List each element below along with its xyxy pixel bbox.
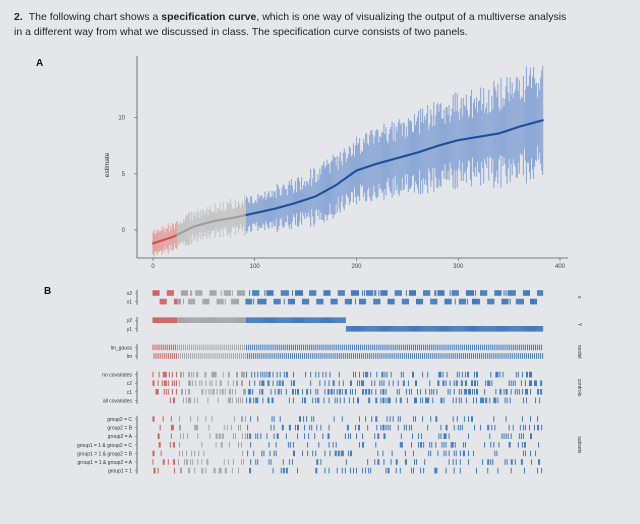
facet-label-subsets: subsets xyxy=(576,436,582,454)
row-label: lm_gauss xyxy=(111,345,133,351)
row-label: group1 = 1 & group2 = B xyxy=(77,451,132,457)
question-number: 2. xyxy=(14,11,23,23)
estimate-point xyxy=(541,119,544,122)
row-label: c2 xyxy=(127,381,133,387)
question-text-after: , which is one way of visualizing the ou… xyxy=(14,11,567,38)
facet-label-controls: controls xyxy=(576,379,582,397)
row-label: group2 = B xyxy=(107,426,132,432)
y-tick-label: 10 xyxy=(118,116,125,122)
x-tick-label: 200 xyxy=(351,264,362,270)
row-label: y1 xyxy=(127,327,133,333)
question-text-before: The following chart shows a xyxy=(28,11,162,23)
row-label: group2 = A xyxy=(108,434,133,440)
row-label: group1 = 1 xyxy=(108,469,132,475)
question-bold-term: specification curve xyxy=(161,11,257,23)
row-label: group2 = C xyxy=(107,417,132,423)
x-tick-label: 0 xyxy=(151,264,155,270)
y-tick-label: 0 xyxy=(122,228,126,234)
panel-label-a: A xyxy=(36,58,44,69)
row-label: c1 xyxy=(127,390,133,396)
question-text: 2. The following chart shows a specificat… xyxy=(14,10,574,40)
row-label: no covariates xyxy=(102,373,132,379)
x-tick-label: 300 xyxy=(453,264,464,270)
x-tick-label: 100 xyxy=(250,264,261,270)
facet-label-x: x xyxy=(576,296,582,299)
point-estimates xyxy=(151,119,544,245)
y-tick-label: 5 xyxy=(122,172,126,178)
row-label: group1 = 1 & group2 = A xyxy=(78,460,133,466)
y-axis-title: estimate xyxy=(104,152,111,177)
facet-label-model: model xyxy=(576,345,582,359)
row-label: x2 xyxy=(127,291,133,297)
row-label: x1 xyxy=(127,300,133,306)
row-label: y2 xyxy=(127,318,133,324)
row-label: group1 = 1 & group2 = C xyxy=(77,443,132,449)
confidence-intervals xyxy=(152,65,544,257)
x-tick-label: 400 xyxy=(555,264,566,270)
row-label: all covariates xyxy=(103,398,133,404)
panel-label-b: B xyxy=(44,286,52,297)
facet-label-Y: Y xyxy=(576,323,582,327)
row-label: lm xyxy=(127,354,132,360)
